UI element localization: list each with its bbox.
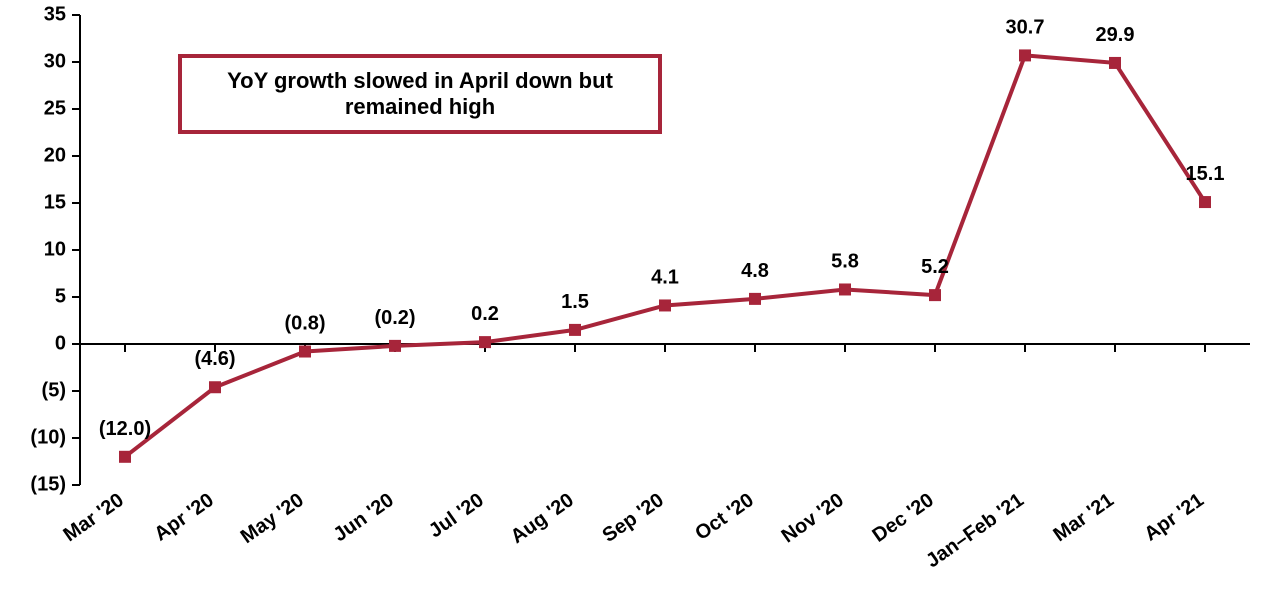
data-label: (0.8) <box>284 313 325 335</box>
series-marker <box>1109 57 1121 69</box>
series-marker <box>839 283 851 295</box>
y-tick-label: 35 <box>44 3 66 25</box>
annotation-text-line1: YoY growth slowed in April down but <box>227 68 613 93</box>
y-tick-label: (5) <box>42 379 66 401</box>
series-marker <box>299 346 311 358</box>
data-label: 15.1 <box>1186 163 1225 185</box>
y-tick-label: 30 <box>44 50 66 72</box>
y-tick-label: 10 <box>44 238 66 260</box>
data-label: 1.5 <box>561 291 589 313</box>
y-tick-label: (15) <box>30 473 66 495</box>
y-tick-label: 25 <box>44 97 66 119</box>
data-label: 4.1 <box>651 266 679 288</box>
y-tick-label: (10) <box>30 426 66 448</box>
y-tick-label: 0 <box>55 332 66 354</box>
data-label: 5.8 <box>831 250 859 272</box>
data-label: (4.6) <box>194 348 235 370</box>
series-marker <box>929 289 941 301</box>
data-label: (0.2) <box>374 307 415 329</box>
series-marker <box>479 336 491 348</box>
y-tick-label: 5 <box>55 285 66 307</box>
series-marker <box>119 451 131 463</box>
series-marker <box>389 340 401 352</box>
data-label: 4.8 <box>741 260 769 282</box>
yoy-growth-chart: (15)(10)(5)05101520253035Mar '20Apr '20M… <box>0 0 1268 590</box>
annotation-text-line2: remained high <box>345 94 495 119</box>
series-marker <box>1019 49 1031 61</box>
y-tick-label: 15 <box>44 191 66 213</box>
data-label: (12.0) <box>99 418 151 440</box>
y-tick-label: 20 <box>44 144 66 166</box>
series-marker <box>569 324 581 336</box>
series-marker <box>659 299 671 311</box>
data-label: 29.9 <box>1096 24 1135 46</box>
chart-svg: (15)(10)(5)05101520253035Mar '20Apr '20M… <box>0 0 1268 590</box>
series-marker <box>1199 196 1211 208</box>
data-label: 5.2 <box>921 256 949 278</box>
series-marker <box>749 293 761 305</box>
series-marker <box>209 381 221 393</box>
data-label: 30.7 <box>1006 16 1045 38</box>
data-label: 0.2 <box>471 303 499 325</box>
